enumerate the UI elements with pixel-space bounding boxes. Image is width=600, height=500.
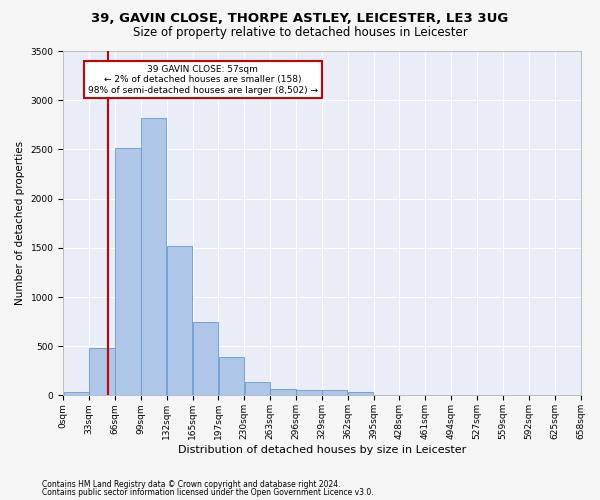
Y-axis label: Number of detached properties: Number of detached properties xyxy=(15,141,25,306)
Bar xyxy=(141,118,166,396)
Bar xyxy=(245,382,270,396)
Bar xyxy=(219,357,244,396)
Bar xyxy=(167,246,192,396)
Bar xyxy=(115,148,140,396)
X-axis label: Distribution of detached houses by size in Leicester: Distribution of detached houses by size … xyxy=(178,445,466,455)
Bar xyxy=(271,388,296,396)
Bar xyxy=(322,390,347,396)
Bar xyxy=(193,322,218,396)
Text: 39 GAVIN CLOSE: 57sqm
← 2% of detached houses are smaller (158)
98% of semi-deta: 39 GAVIN CLOSE: 57sqm ← 2% of detached h… xyxy=(88,65,318,94)
Text: Contains HM Land Registry data © Crown copyright and database right 2024.: Contains HM Land Registry data © Crown c… xyxy=(42,480,341,489)
Bar xyxy=(64,392,89,396)
Bar xyxy=(89,348,115,396)
Text: Size of property relative to detached houses in Leicester: Size of property relative to detached ho… xyxy=(133,26,467,39)
Bar xyxy=(348,392,373,396)
Bar xyxy=(296,390,322,396)
Text: Contains public sector information licensed under the Open Government Licence v3: Contains public sector information licen… xyxy=(42,488,374,497)
Text: 39, GAVIN CLOSE, THORPE ASTLEY, LEICESTER, LE3 3UG: 39, GAVIN CLOSE, THORPE ASTLEY, LEICESTE… xyxy=(91,12,509,26)
